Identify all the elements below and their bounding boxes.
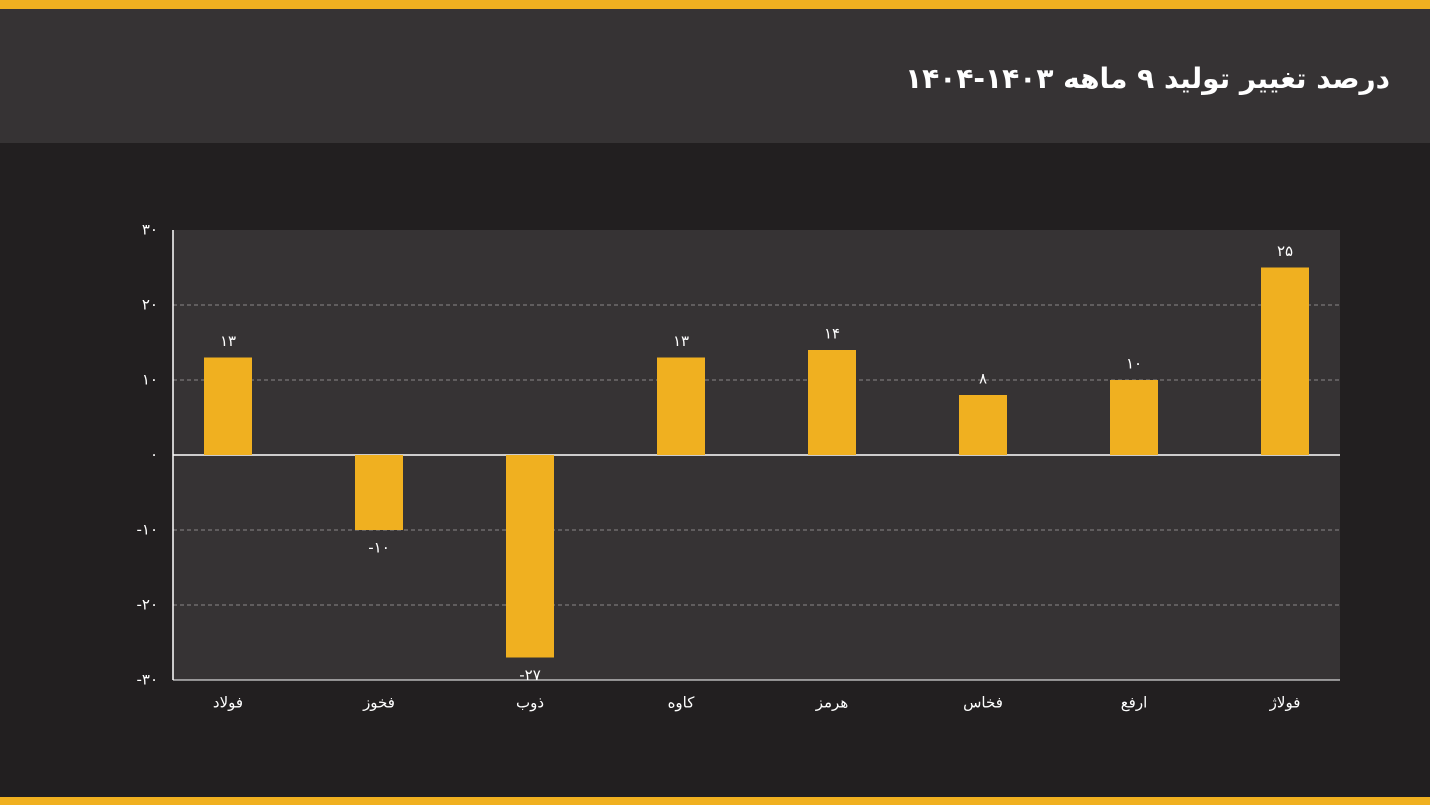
x-tick-label: فولاد [213,694,243,712]
y-tick-label: -۱۰ [136,521,158,539]
bar [204,357,252,455]
bar [1110,380,1158,455]
bar [355,455,403,530]
bar [959,395,1007,455]
top-stripe [0,0,1430,9]
bar [506,455,554,658]
x-tick-label: فخاس [963,694,1003,712]
data-label: ۱۳ [220,332,236,350]
chart-title: درصد تغییر تولید ۹ ماهه ۱۴۰۳-۱۴۰۴ [905,62,1390,95]
y-tick-label: -۲۰ [136,596,158,614]
y-tick-label: ۱۰ [142,371,158,389]
y-tick-label: ۳۰ [142,221,158,239]
x-tick-label: کاوه [668,694,696,712]
data-label: -۲۷ [519,666,541,684]
data-label: ۸ [979,370,987,388]
x-tick-label: ذوب [516,694,544,712]
data-label: ۱۴ [824,325,840,343]
bar [1261,267,1309,455]
x-tick-label: ارفع [1121,694,1148,712]
data-label: ۱۰ [1126,355,1142,373]
x-tick-label: فخوز [362,694,395,712]
data-label: ۲۵ [1277,242,1293,260]
bar [808,350,856,455]
x-tick-label: هرمز [815,694,849,712]
data-label: ۱۳ [673,332,689,350]
header [0,0,1430,143]
y-tick-label: ۲۰ [142,296,158,314]
y-tick-label: ۰ [150,446,158,464]
x-tick-label: فولاژ [1269,694,1301,712]
y-tick-label: -۳۰ [136,671,158,689]
data-label: -۱۰ [368,539,390,557]
bottom-stripe [0,797,1430,805]
bar [657,357,705,455]
